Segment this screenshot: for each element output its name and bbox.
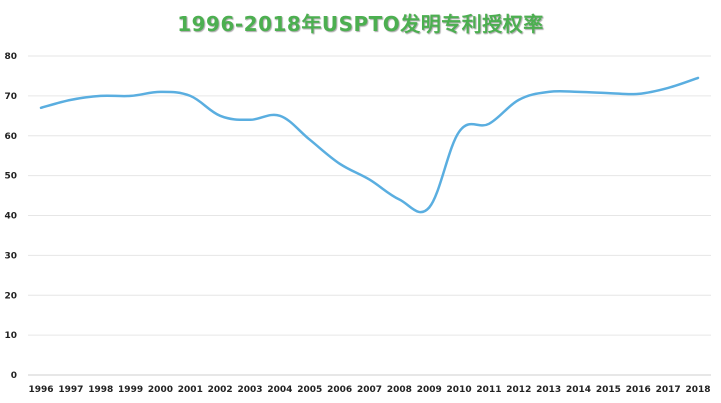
y-tick-label: 0	[11, 371, 17, 381]
x-tick-label: 1999	[118, 385, 143, 395]
x-tick-label: 2010	[447, 385, 472, 395]
x-tick-label: 2005	[297, 385, 322, 395]
x-tick-label: 2004	[267, 385, 292, 395]
chart-title: 1996-2018年USPTO发明专利授权率	[177, 12, 544, 36]
y-tick-label: 30	[4, 251, 17, 261]
x-tick-label: 2018	[685, 385, 710, 395]
x-tick-label: 2016	[626, 385, 651, 395]
x-tick-label: 2013	[536, 385, 561, 395]
y-tick-label: 70	[4, 92, 17, 102]
x-tick-label: 2012	[506, 385, 531, 395]
x-tick-label: 2000	[148, 385, 173, 395]
x-tick-label: 2006	[327, 385, 352, 395]
x-tick-label: 2015	[596, 385, 621, 395]
x-tick-label: 2014	[566, 385, 591, 395]
x-tick-label: 2002	[208, 385, 233, 395]
series-line	[39, 76, 700, 214]
y-axis-ticks: 0 10 20 30 40 50 60 70 80	[4, 52, 17, 381]
y-tick-label: 50	[4, 172, 17, 182]
y-tick-label: 60	[4, 132, 17, 142]
x-tick-label: 2009	[417, 385, 442, 395]
y-tick-label: 40	[4, 212, 17, 222]
grid-lines	[28, 55, 711, 336]
x-tick-label: 2008	[387, 385, 412, 395]
x-tick-label: 2017	[656, 385, 681, 395]
x-tick-label: 2003	[238, 385, 263, 395]
x-tick-label: 1996	[28, 385, 53, 395]
x-tick-label: 2007	[357, 385, 382, 395]
y-tick-label: 20	[4, 291, 17, 301]
x-tick-label: 2011	[476, 385, 501, 395]
x-axis-ticks: 1996 1997 1998 1999 2000 2001 2002 2003 2004 2005…	[28, 385, 710, 395]
x-tick-label: 1998	[88, 385, 113, 395]
x-tick-label: 2001	[178, 385, 203, 395]
y-tick-label: 10	[4, 331, 17, 341]
y-tick-label: 80	[4, 52, 17, 62]
x-tick-label: 1997	[58, 385, 83, 395]
